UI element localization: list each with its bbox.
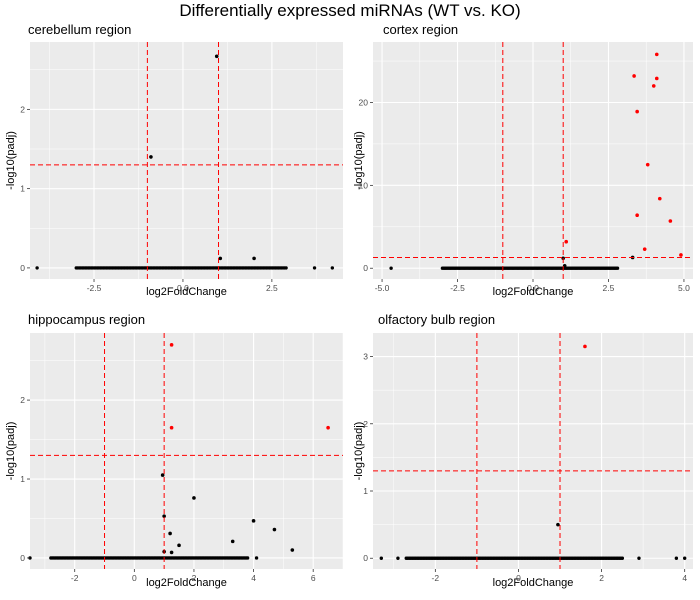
data-point	[396, 556, 400, 560]
data-point	[192, 496, 196, 500]
x-tick-label: -2	[71, 573, 79, 583]
x-tick-label: -2	[432, 573, 440, 583]
y-tick-label: 0	[20, 553, 25, 563]
y-axis-title: -log10(padj)	[353, 422, 365, 481]
data-point	[160, 473, 165, 477]
x-axis-title: log2FoldChange	[493, 577, 574, 589]
panel-background	[30, 333, 343, 569]
panel-background	[30, 42, 343, 279]
panel-1: -2.5 0.0 2.5 0 1 2 cerebellum region log2FoldCh…	[5, 22, 343, 298]
figure-title: Differentially expressed miRNAs (WT vs. …	[179, 1, 521, 20]
data-point	[254, 556, 259, 560]
x-tick-label: 2.5	[603, 283, 615, 293]
significant-point	[632, 74, 636, 78]
y-tick-label: 10	[359, 180, 369, 190]
x-tick-label: 4	[682, 573, 687, 583]
y-tick-label: 2	[20, 395, 25, 405]
data-point	[168, 531, 172, 536]
panel-title: hippocampus region	[28, 312, 145, 327]
significant-point	[679, 253, 683, 257]
x-tick-label: 5.0	[678, 283, 690, 293]
data-point	[230, 539, 235, 544]
data-point	[35, 266, 39, 270]
panel-title: cerebellum region	[28, 22, 131, 37]
data-point	[149, 155, 153, 159]
x-tick-label: 2	[599, 573, 604, 583]
panel-4: -2 0 2 4 0 1 2 3 olfactory bulb region log2FoldCh…	[353, 312, 693, 589]
x-tick-label: 6	[311, 573, 316, 583]
x-tick-label: 0	[132, 573, 137, 583]
significant-point	[635, 213, 639, 217]
data-point	[272, 527, 277, 532]
x-axis-title: log2FoldChange	[493, 286, 574, 298]
y-axis-title: -log10(padj)	[5, 422, 17, 481]
y-tick-label: 3	[363, 352, 368, 362]
data-point	[252, 256, 256, 261]
data-point	[615, 266, 620, 270]
y-tick-label: 2	[20, 104, 25, 114]
panel-title: cortex region	[383, 22, 458, 37]
data-point	[290, 548, 295, 552]
significant-point	[654, 52, 659, 57]
panel-3: -2 0 2 4 6 0 1 2 hippocampus region log2FoldChang…	[5, 312, 344, 589]
significant-point	[169, 425, 174, 430]
significant-point	[169, 343, 174, 347]
significant-point	[668, 219, 673, 223]
x-tick-label: 0	[516, 573, 521, 583]
panel-title: olfactory bulb region	[378, 312, 495, 327]
y-axis-title: -log10(padj)	[353, 131, 365, 190]
y-tick-label: 1	[20, 474, 25, 484]
y-tick-label: 2	[363, 419, 368, 429]
x-tick-label: 0.0	[527, 283, 539, 293]
significant-point	[645, 162, 650, 167]
data-point	[389, 266, 393, 270]
significant-point	[635, 109, 639, 114]
data-point	[169, 550, 174, 555]
significant-point	[583, 344, 587, 349]
x-tick-label: 2	[192, 573, 197, 583]
data-point	[330, 266, 335, 270]
data-point	[674, 556, 679, 560]
x-axis-title: log2FoldChange	[146, 286, 227, 298]
significant-point	[564, 239, 569, 244]
x-tick-label: 4	[251, 573, 256, 583]
y-axis-title: -log10(padj)	[5, 131, 17, 190]
x-axis-title: log2FoldChange	[146, 577, 227, 589]
y-tick-label: 1	[363, 486, 368, 496]
data-point	[214, 54, 219, 59]
data-point	[218, 256, 223, 261]
x-tick-label: 0.0	[177, 283, 189, 293]
y-tick-label: 0	[363, 263, 368, 273]
data-point	[637, 556, 641, 560]
significant-point	[642, 247, 647, 251]
data-point	[312, 266, 317, 270]
y-tick-label: 20	[359, 97, 369, 107]
data-point	[682, 556, 687, 560]
x-tick-label: 2.5	[266, 283, 278, 293]
significant-point	[326, 425, 330, 430]
significant-point	[657, 196, 662, 201]
data-point	[245, 556, 250, 560]
significant-point	[651, 84, 656, 88]
data-point	[556, 522, 560, 527]
data-point	[251, 519, 256, 523]
data-point	[562, 263, 567, 268]
data-point	[162, 514, 166, 518]
x-tick-label: -2.5	[87, 283, 102, 293]
x-tick-label: -2.5	[450, 283, 465, 293]
significant-point	[654, 76, 659, 81]
x-tick-label: -5.0	[375, 283, 390, 293]
data-point	[284, 266, 288, 270]
data-point	[379, 556, 384, 560]
data-point	[177, 543, 181, 548]
panel-background	[373, 333, 693, 569]
y-tick-label: 0	[20, 263, 25, 273]
panel-2: -5.0 -2.5 0.0 2.5 5.0 0 10 20 cortex region log2F…	[353, 22, 693, 298]
data-point	[620, 556, 625, 560]
y-tick-label: 0	[363, 553, 368, 563]
y-tick-label: 1	[20, 184, 25, 194]
